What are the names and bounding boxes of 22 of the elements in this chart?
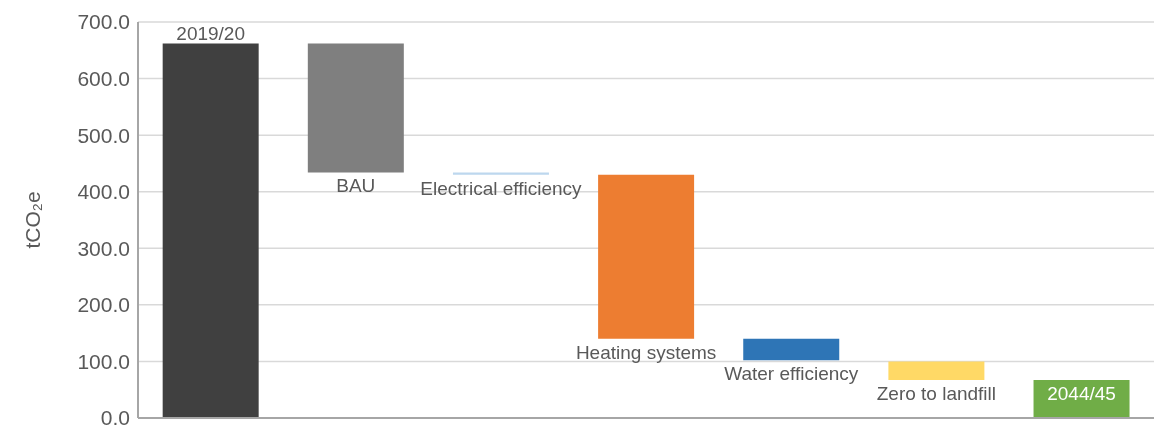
y-axis-title: tCO₂e: [21, 191, 44, 249]
bar: [888, 361, 985, 381]
x-tick-label: 2019/20: [176, 23, 246, 45]
y-tick-label: 0.0: [100, 406, 130, 430]
y-tick-label: 500.0: [77, 123, 130, 147]
y-tick-label: 100.0: [77, 349, 130, 373]
y-tick-label: 700.0: [77, 10, 130, 34]
x-tick-label: Electrical efficiency: [420, 177, 583, 199]
y-tick-label: 400.0: [77, 180, 130, 204]
bar: [598, 174, 695, 339]
bar: [743, 338, 840, 361]
y-tick-label: 200.0: [77, 293, 130, 317]
y-tick-label: 600.0: [77, 67, 130, 91]
x-tick-label: Heating systems: [575, 341, 717, 363]
x-tick-label: 2044/45: [1047, 383, 1116, 405]
y-tick-label: 300.0: [77, 236, 130, 260]
bar: [307, 43, 404, 173]
x-tick-label: Zero to landfill: [876, 383, 997, 405]
bar: [162, 43, 259, 418]
bar: [452, 172, 549, 175]
x-tick-label: Water efficiency: [724, 363, 859, 385]
x-tick-label: BAU: [336, 175, 376, 197]
